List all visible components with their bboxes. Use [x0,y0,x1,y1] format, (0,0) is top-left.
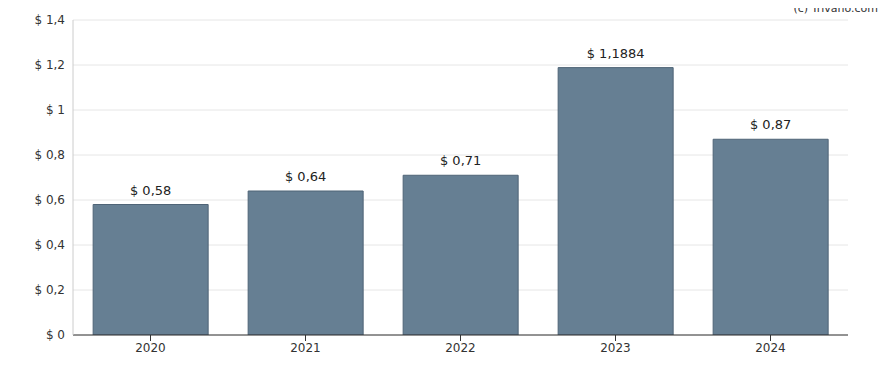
svg-text:2023: 2023 [600,341,631,355]
svg-text:$ 0,64: $ 0,64 [285,169,326,184]
svg-text:$ 0,4: $ 0,4 [34,238,65,252]
svg-text:$ 1,4: $ 1,4 [34,13,65,27]
html-text:(c) Trivano.com: (c) Trivano.com [793,2,878,15]
svg-text:2021: 2021 [290,341,321,355]
svg-text:$ 0,87: $ 0,87 [750,117,791,132]
svg-text:2020: 2020 [135,341,166,355]
svg-text:$ 1,2: $ 1,2 [34,58,65,72]
svg-text:$ 0,6: $ 0,6 [34,193,65,207]
svg-text:2024: 2024 [755,341,786,355]
svg-text:$ 0,2: $ 0,2 [34,283,65,297]
svg-text:$ 0,71: $ 0,71 [440,153,481,168]
svg-text:2022: 2022 [445,341,476,355]
svg-text:$ 0,8: $ 0,8 [34,148,65,162]
svg-text:$ 1,1884: $ 1,1884 [587,46,645,61]
svg-text:$ 0: $ 0 [46,328,65,342]
svg-text:$ 0,58: $ 0,58 [130,183,171,198]
svg-text:$ 1: $ 1 [46,103,65,117]
